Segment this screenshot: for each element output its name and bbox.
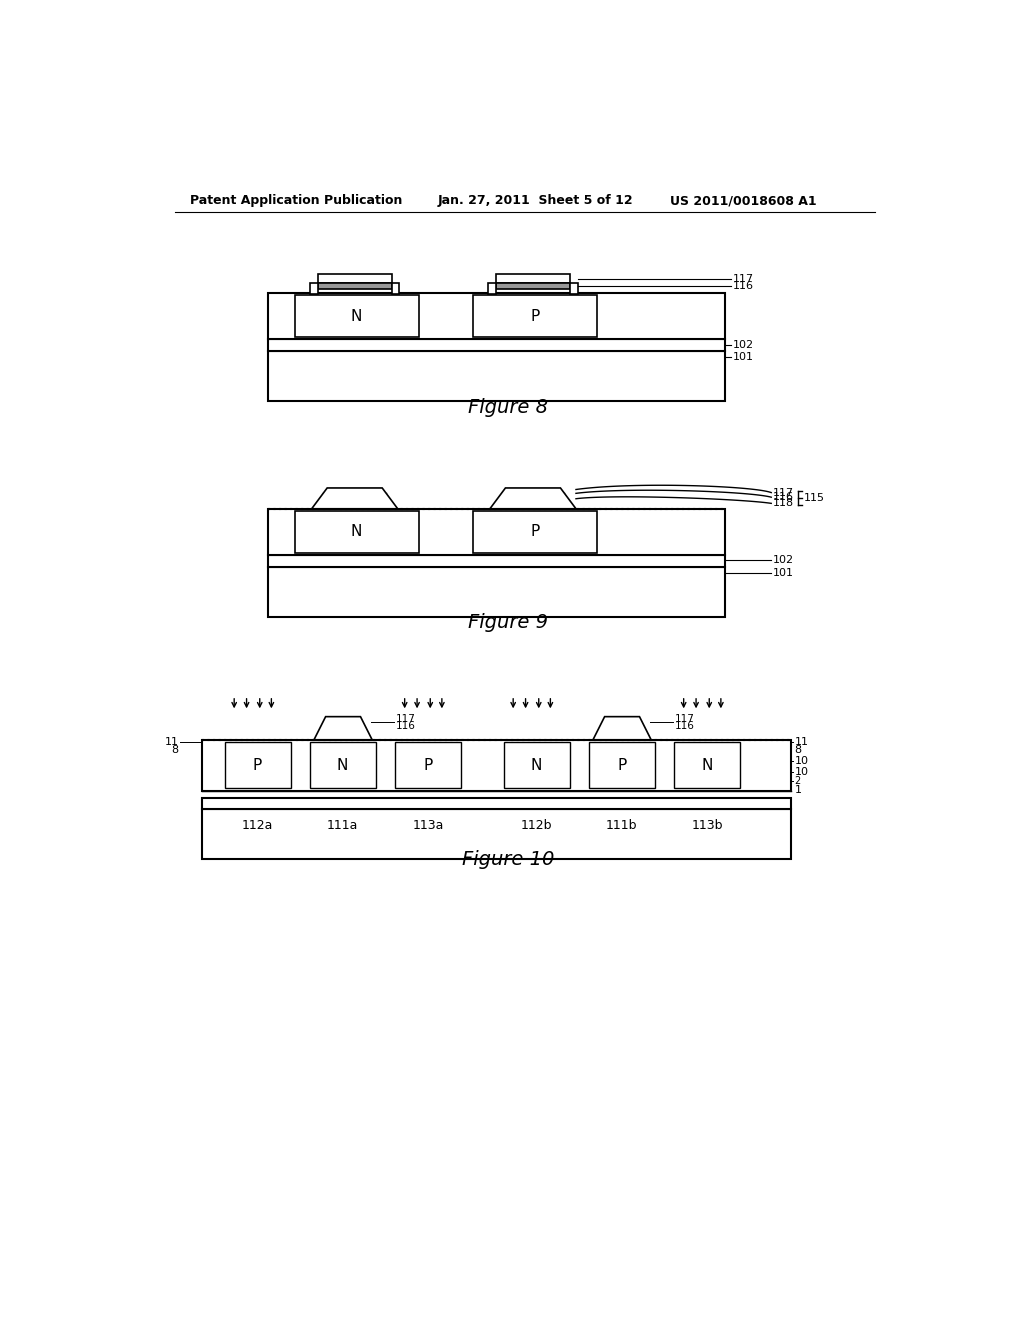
- Bar: [202, 739, 791, 792]
- Bar: [504, 742, 569, 788]
- Bar: [267, 339, 725, 351]
- Text: Jan. 27, 2011  Sheet 5 of 12: Jan. 27, 2011 Sheet 5 of 12: [438, 194, 634, 207]
- Text: 10: 10: [795, 767, 809, 777]
- Bar: [295, 511, 419, 553]
- Bar: [267, 293, 725, 339]
- Text: 111b: 111b: [606, 820, 637, 833]
- Text: 116: 116: [675, 721, 694, 731]
- Bar: [295, 296, 419, 337]
- Bar: [317, 284, 391, 289]
- Text: 1: 1: [795, 785, 802, 795]
- Polygon shape: [489, 488, 575, 508]
- Text: 101: 101: [732, 352, 754, 362]
- Text: 10: 10: [795, 756, 809, 767]
- Text: 116: 116: [773, 492, 794, 502]
- Text: 113a: 113a: [413, 820, 443, 833]
- Text: Patent Application Publication: Patent Application Publication: [190, 194, 402, 207]
- Text: 118: 118: [773, 499, 794, 508]
- Bar: [496, 284, 569, 289]
- Bar: [473, 296, 597, 337]
- Bar: [202, 809, 791, 859]
- Bar: [317, 275, 391, 284]
- Text: 117: 117: [675, 714, 694, 723]
- Text: P: P: [423, 758, 432, 772]
- Text: 117: 117: [773, 487, 794, 498]
- Polygon shape: [314, 717, 372, 739]
- Text: 112a: 112a: [242, 820, 273, 833]
- Text: US 2011/0018608 A1: US 2011/0018608 A1: [671, 194, 817, 207]
- Bar: [267, 566, 725, 616]
- Text: N: N: [351, 309, 362, 323]
- Bar: [488, 284, 496, 294]
- Text: Figure 8: Figure 8: [468, 397, 548, 417]
- Text: N: N: [351, 524, 362, 540]
- Bar: [569, 284, 578, 294]
- Text: 116: 116: [732, 281, 754, 292]
- Bar: [391, 284, 399, 294]
- Bar: [496, 275, 569, 284]
- Text: N: N: [337, 758, 348, 772]
- Text: 111a: 111a: [327, 820, 358, 833]
- Bar: [473, 511, 597, 553]
- Text: 11: 11: [165, 737, 178, 747]
- Text: 2: 2: [795, 776, 801, 785]
- Bar: [225, 742, 291, 788]
- Bar: [310, 742, 376, 788]
- Bar: [310, 284, 317, 294]
- Text: P: P: [530, 524, 540, 540]
- Bar: [675, 742, 740, 788]
- Polygon shape: [593, 717, 651, 739]
- Text: 113b: 113b: [691, 820, 723, 833]
- Text: 11: 11: [795, 737, 809, 747]
- Bar: [267, 351, 725, 401]
- Text: Figure 9: Figure 9: [468, 614, 548, 632]
- Text: P: P: [530, 309, 540, 323]
- Text: 117: 117: [395, 714, 416, 723]
- Text: P: P: [253, 758, 262, 772]
- Text: 8: 8: [795, 744, 802, 755]
- Bar: [267, 508, 725, 554]
- Text: 101: 101: [773, 568, 794, 578]
- Text: N: N: [701, 758, 713, 772]
- Text: Figure 10: Figure 10: [462, 850, 554, 869]
- Text: 102: 102: [773, 556, 794, 565]
- Polygon shape: [311, 488, 397, 508]
- Bar: [395, 742, 461, 788]
- Text: 116: 116: [395, 721, 416, 731]
- Text: P: P: [617, 758, 627, 772]
- Text: 112b: 112b: [520, 820, 552, 833]
- Text: N: N: [530, 758, 542, 772]
- Bar: [267, 554, 725, 566]
- Text: 115: 115: [804, 492, 824, 503]
- Text: 102: 102: [732, 339, 754, 350]
- Text: 8: 8: [171, 744, 178, 755]
- Bar: [202, 797, 791, 809]
- Bar: [589, 742, 655, 788]
- Text: 117: 117: [732, 273, 754, 284]
